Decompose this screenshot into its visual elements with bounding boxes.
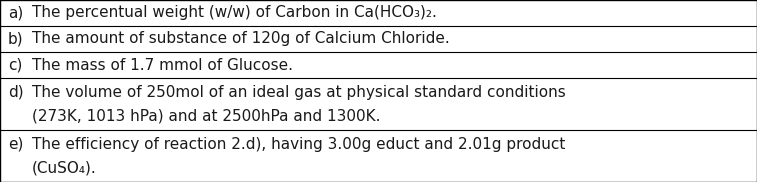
- Text: c): c): [8, 58, 23, 72]
- Text: The percentual weight (w/w) of Carbon in Ca(HCO₃)₂.: The percentual weight (w/w) of Carbon in…: [32, 5, 437, 21]
- Text: The volume of 250mol of an ideal gas at physical standard conditions: The volume of 250mol of an ideal gas at …: [32, 85, 565, 100]
- Text: The amount of substance of 120g of Calcium Chloride.: The amount of substance of 120g of Calci…: [32, 31, 450, 46]
- Text: a): a): [8, 5, 23, 21]
- Text: The mass of 1.7 mmol of Glucose.: The mass of 1.7 mmol of Glucose.: [32, 58, 293, 72]
- Text: d): d): [8, 85, 23, 100]
- Text: b): b): [8, 31, 23, 46]
- Text: The efficiency of reaction 2.d), having 3.00g educt and 2.01g product: The efficiency of reaction 2.d), having …: [32, 136, 565, 152]
- Text: (CuSO₄).: (CuSO₄).: [32, 161, 97, 175]
- Text: e): e): [8, 136, 23, 152]
- Text: (273K, 1013 hPa) and at 2500hPa and 1300K.: (273K, 1013 hPa) and at 2500hPa and 1300…: [32, 108, 381, 123]
